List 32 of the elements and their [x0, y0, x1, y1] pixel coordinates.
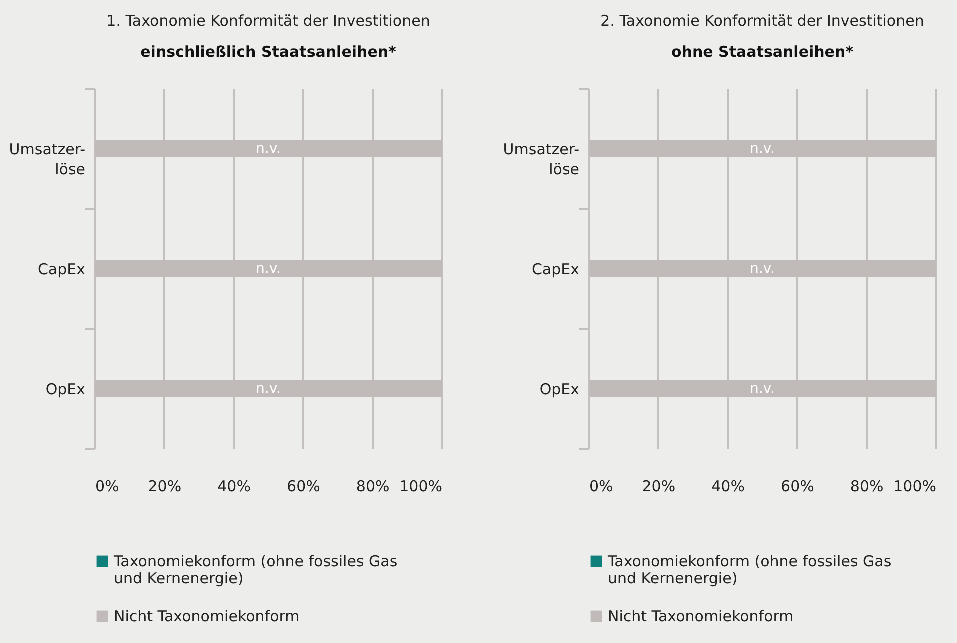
x-tick-label: 0%	[590, 478, 614, 496]
y-tick-label: OpEx	[46, 380, 86, 398]
y-tick-label: Umsatzer- löse	[9, 140, 86, 178]
legend-label: Nicht Taxonomiekonform	[114, 608, 300, 626]
x-tick-label: 100%	[894, 478, 936, 496]
x-tick-label: 40%	[218, 478, 251, 496]
x-tick-label: 100%	[400, 478, 442, 496]
y-tick-label: OpEx	[540, 380, 580, 398]
x-tick-label: 40%	[712, 478, 745, 496]
x-tick-label: 80%	[850, 478, 884, 496]
x-tick-label: 60%	[287, 478, 320, 496]
data-label: n.v.	[750, 261, 775, 277]
x-tick-label: 20%	[642, 478, 676, 496]
data-label: n.v.	[750, 141, 775, 157]
y-tick-label: CapEx	[38, 260, 86, 278]
chart-subtitle: einschließlich Staatsanleihen*	[140, 43, 397, 61]
legend-label: Taxonomiekonform (ohne fossiles Gas und Kernenergie)	[607, 552, 892, 588]
chart-subtitle: ohne Staatsanleihen*	[671, 43, 854, 61]
y-tick-label: CapEx	[532, 260, 580, 278]
x-tick-label: 20%	[148, 478, 182, 496]
data-label: n.v.	[256, 381, 281, 397]
legend-label: Nicht Taxonomiekonform	[608, 608, 794, 626]
y-tick-label: Umsatzer- löse	[503, 140, 580, 178]
chart-title: 2. Taxonomie Konformität der Investitionen	[600, 12, 924, 30]
x-tick-label: 60%	[781, 478, 814, 496]
legend-label: Taxonomiekonform (ohne fossiles Gas und Kernenergie)	[113, 552, 398, 588]
data-label: n.v.	[256, 141, 281, 157]
data-label: n.v.	[256, 261, 281, 277]
data-label: n.v.	[750, 381, 775, 397]
x-tick-label: 0%	[96, 478, 120, 496]
x-tick-label: 80%	[356, 478, 390, 496]
chart-title: 1. Taxonomie Konformität der Investitionen	[106, 12, 430, 30]
